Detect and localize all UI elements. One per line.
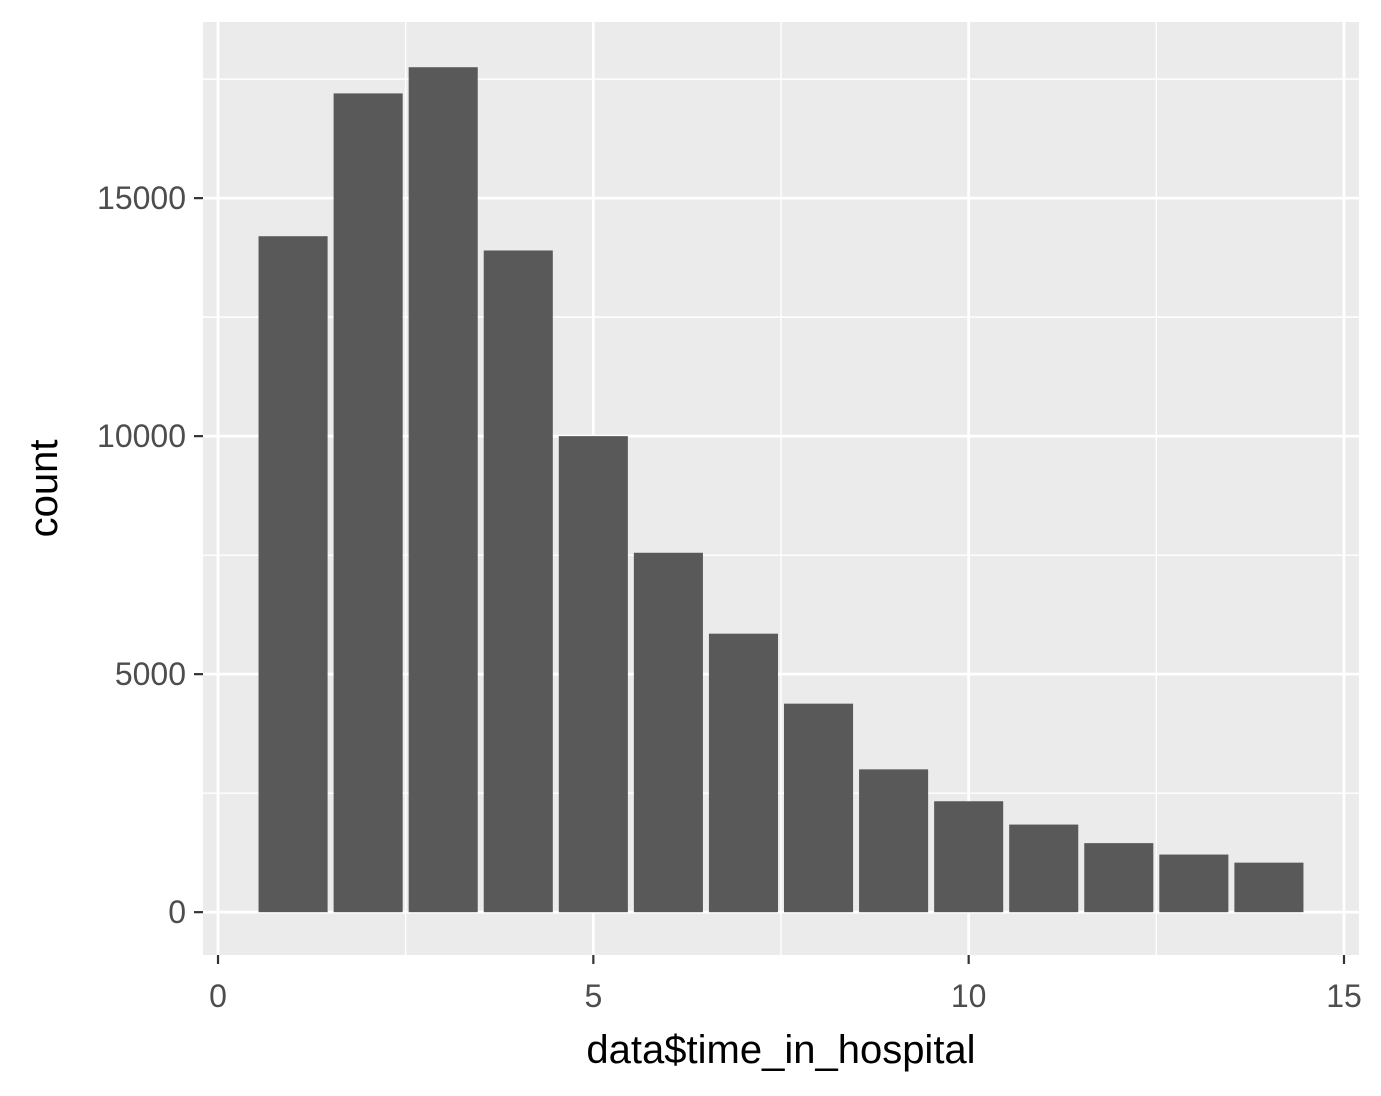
histogram-bar: [633, 552, 703, 913]
x-axis: 0 5 10 15: [209, 955, 1362, 1014]
histogram-bar: [1084, 843, 1154, 913]
y-axis: 0 5000 10000 15000: [97, 180, 203, 930]
histogram-bar: [1159, 854, 1229, 913]
histogram-bar: [708, 633, 778, 913]
x-axis-title: data$time_in_hospital: [586, 1028, 975, 1072]
y-tick-label: 10000: [97, 418, 186, 454]
histogram-bar: [258, 236, 328, 913]
histogram-bar: [1234, 862, 1304, 913]
x-tick-label: 15: [1326, 978, 1362, 1014]
histogram-bar: [558, 436, 628, 913]
y-tick-label: 15000: [97, 180, 186, 216]
histogram-bar: [934, 801, 1004, 913]
histogram-bar: [483, 250, 553, 913]
y-tick-label: 5000: [115, 656, 186, 692]
x-tick-label: 0: [209, 978, 227, 1014]
y-axis-title: count: [22, 440, 66, 538]
histogram-bar: [859, 769, 929, 913]
histogram-bar: [333, 93, 403, 913]
histogram-bar: [408, 67, 478, 913]
x-tick-label: 5: [584, 978, 602, 1014]
y-tick-label: 0: [168, 894, 186, 930]
histogram-bar: [1009, 824, 1079, 913]
bars: [258, 67, 1304, 913]
x-tick-label: 10: [951, 978, 987, 1014]
histogram-bar: [784, 703, 854, 913]
